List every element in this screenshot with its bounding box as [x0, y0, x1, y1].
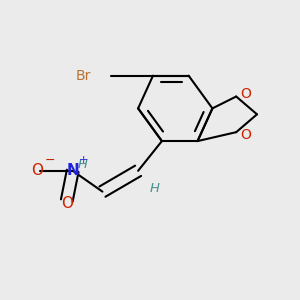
Text: O: O [31, 163, 43, 178]
Text: O: O [241, 128, 251, 142]
Text: −: − [45, 154, 56, 167]
Text: H: H [150, 182, 160, 195]
Text: Br: Br [75, 69, 91, 83]
Text: +: + [78, 155, 88, 165]
Text: O: O [241, 86, 251, 100]
Text: O: O [61, 196, 73, 211]
Text: H: H [78, 158, 88, 171]
Text: N: N [66, 163, 79, 178]
